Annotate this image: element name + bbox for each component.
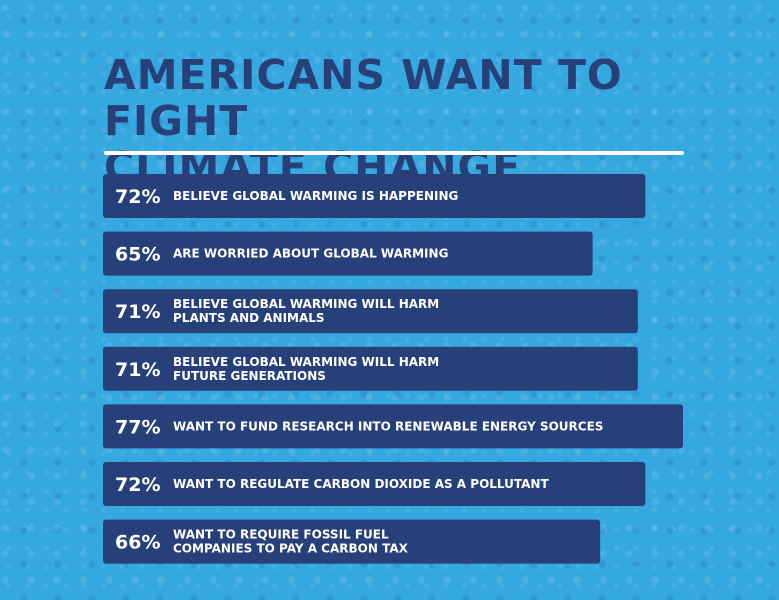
bar-category-label: WANT TO REQUIRE FOSSIL FUEL: [173, 528, 389, 542]
bar-category-label: BELIEVE GLOBAL WARMING WILL HARM: [173, 355, 439, 369]
bar-value-label: 71%: [115, 359, 160, 381]
bar-category-label: PLANTS AND ANIMALS: [173, 311, 325, 325]
bar: [103, 174, 646, 218]
bar-category-label: FUTURE GENERATIONS: [173, 369, 326, 383]
bar: [103, 462, 646, 506]
bar: [103, 404, 683, 449]
bar-value-label: 72%: [115, 474, 160, 496]
bar-value-label: 66%: [115, 532, 160, 554]
bar-group: 71% BELIEVE GLOBAL WARMING WILL HARMFUTUR…: [103, 346, 638, 391]
bar-group: 65% ARE WORRIED ABOUT GLOBAL WARMING: [103, 231, 593, 276]
title-divider: [104, 151, 684, 155]
bar-group: 72% BELIEVE GLOBAL WARMING IS HAPPENING: [103, 174, 646, 218]
bar-value-label: 65%: [115, 244, 160, 266]
bar-value-label: 72%: [115, 186, 160, 208]
bar: [103, 519, 601, 564]
bar-category-label: COMPANIES TO PAY A CARBON TAX: [173, 542, 409, 556]
bar-category-label: WANT TO FUND RESEARCH INTO RENEWABLE ENE…: [173, 419, 603, 433]
bar-value-label: 71%: [115, 301, 160, 323]
bar-value-label: 77%: [115, 416, 160, 438]
bar: [103, 231, 593, 276]
bar-group: 72% WANT TO REGULATE CARBON DIOXIDE AS A …: [103, 462, 646, 506]
bar: [103, 289, 638, 334]
bar: [103, 346, 638, 391]
bar-category-label: WANT TO REGULATE CARBON DIOXIDE AS A POL…: [173, 477, 549, 491]
bar-category-label: BELIEVE GLOBAL WARMING WILL HARM: [173, 297, 439, 311]
bar-group: 71% BELIEVE GLOBAL WARMING WILL HARMPLANT…: [103, 289, 638, 334]
bar-group: 66% WANT TO REQUIRE FOSSIL FUELCOMPANIES …: [103, 519, 601, 564]
bar-category-label: ARE WORRIED ABOUT GLOBAL WARMING: [173, 247, 448, 261]
bar-category-label: BELIEVE GLOBAL WARMING IS HAPPENING: [173, 189, 458, 203]
chart-title-line-1: Americans want to fight: [104, 51, 623, 145]
bar-group: 77% WANT TO FUND RESEARCH INTO RENEWABLE …: [103, 404, 683, 449]
